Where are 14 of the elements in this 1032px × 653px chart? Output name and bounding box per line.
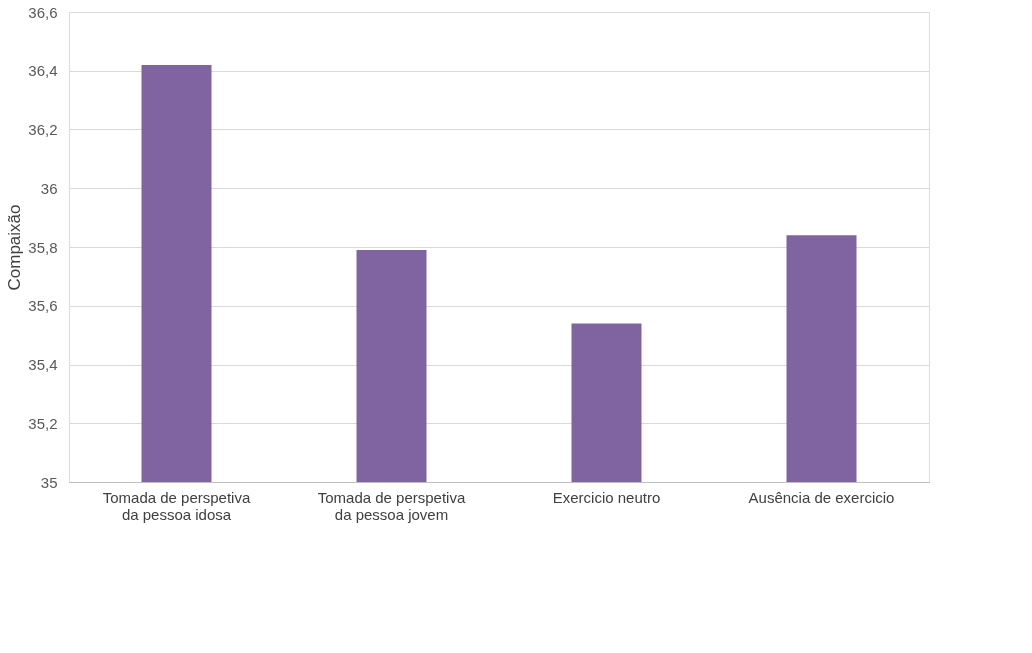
x-tick-label: Exercicio neutro	[552, 488, 661, 506]
y-tick-label: 35	[40, 473, 58, 491]
y-tick-label: 36	[40, 179, 58, 197]
y-tick-label: 36,2	[28, 121, 58, 138]
x-tick-label: Tomada de perspetiva da pessoa jovem	[317, 488, 466, 523]
x-tick-label: Tomada de perspetiva da pessoa idosa	[102, 488, 251, 523]
y-tick-label: 36,6	[28, 3, 58, 21]
y-tick-label: 35,8	[28, 238, 58, 256]
y-axis-title: Compaixão	[5, 204, 25, 291]
x-tick-label: Ausência de exercicio	[748, 488, 895, 506]
y-tick-label: 35,4	[28, 356, 58, 373]
y-tick-label: 35,2	[28, 414, 58, 432]
y-tick-label: 36,4	[28, 62, 58, 80]
y-tick-label: 35,6	[28, 297, 58, 315]
